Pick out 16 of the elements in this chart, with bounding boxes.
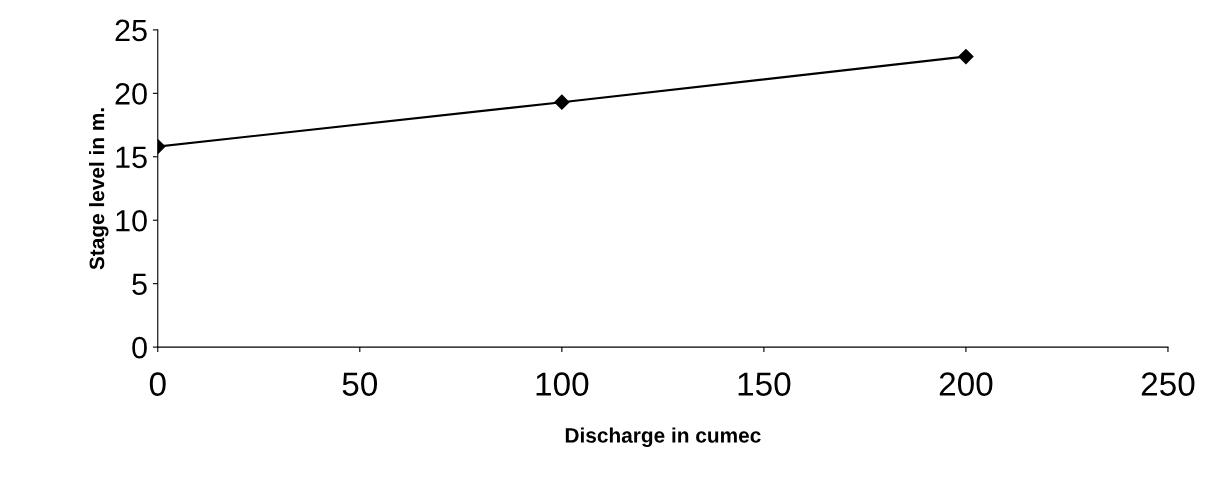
x-tick-label: 50 <box>342 372 378 396</box>
y-tick-label: 5 <box>132 273 147 296</box>
y-tick-label: 20 <box>115 83 147 105</box>
x-tick-label: 200 <box>939 372 993 396</box>
y-tick-label: 0 <box>132 336 147 359</box>
point <box>554 94 570 110</box>
y-tick-label: 10 <box>116 209 147 232</box>
x-tick-label: 250 <box>1141 372 1195 396</box>
y-tick-label: 25 <box>115 19 147 42</box>
x-tick-label: 150 <box>738 372 791 396</box>
y-axis-title: Stage level in m. <box>88 108 109 270</box>
point <box>958 48 974 65</box>
y-tick-label: 15 <box>116 146 147 169</box>
x-tick-label: 0 <box>149 372 166 396</box>
x-tick-label: 100 <box>536 372 589 396</box>
x-axis-title: Discharge in cumec <box>565 427 761 447</box>
